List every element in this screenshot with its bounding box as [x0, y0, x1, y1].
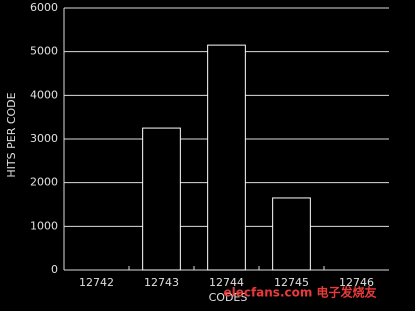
y-tick-label: 6000	[30, 1, 58, 14]
x-tick-label: 12742	[79, 276, 114, 289]
x-axis-label: CODES	[209, 291, 248, 304]
y-tick-label: 0	[51, 263, 58, 276]
bar	[272, 197, 311, 271]
y-tick-label: 3000	[30, 132, 58, 145]
x-tick-label: 12746	[339, 276, 374, 289]
watermark: elecfans.com 电子发烧友	[223, 285, 376, 300]
x-tick-label: 12744	[209, 276, 244, 289]
y-tick-label: 4000	[30, 88, 58, 101]
bar	[207, 44, 246, 271]
x-tick-label: 12745	[274, 276, 309, 289]
y-tick-label: 2000	[30, 176, 58, 189]
bar	[142, 127, 181, 271]
y-tick-label: 5000	[30, 45, 58, 58]
x-tick-label: 12743	[144, 276, 179, 289]
y-tick-label: 1000	[30, 219, 58, 232]
y-axis-label: HITS PER CODE	[5, 92, 18, 177]
